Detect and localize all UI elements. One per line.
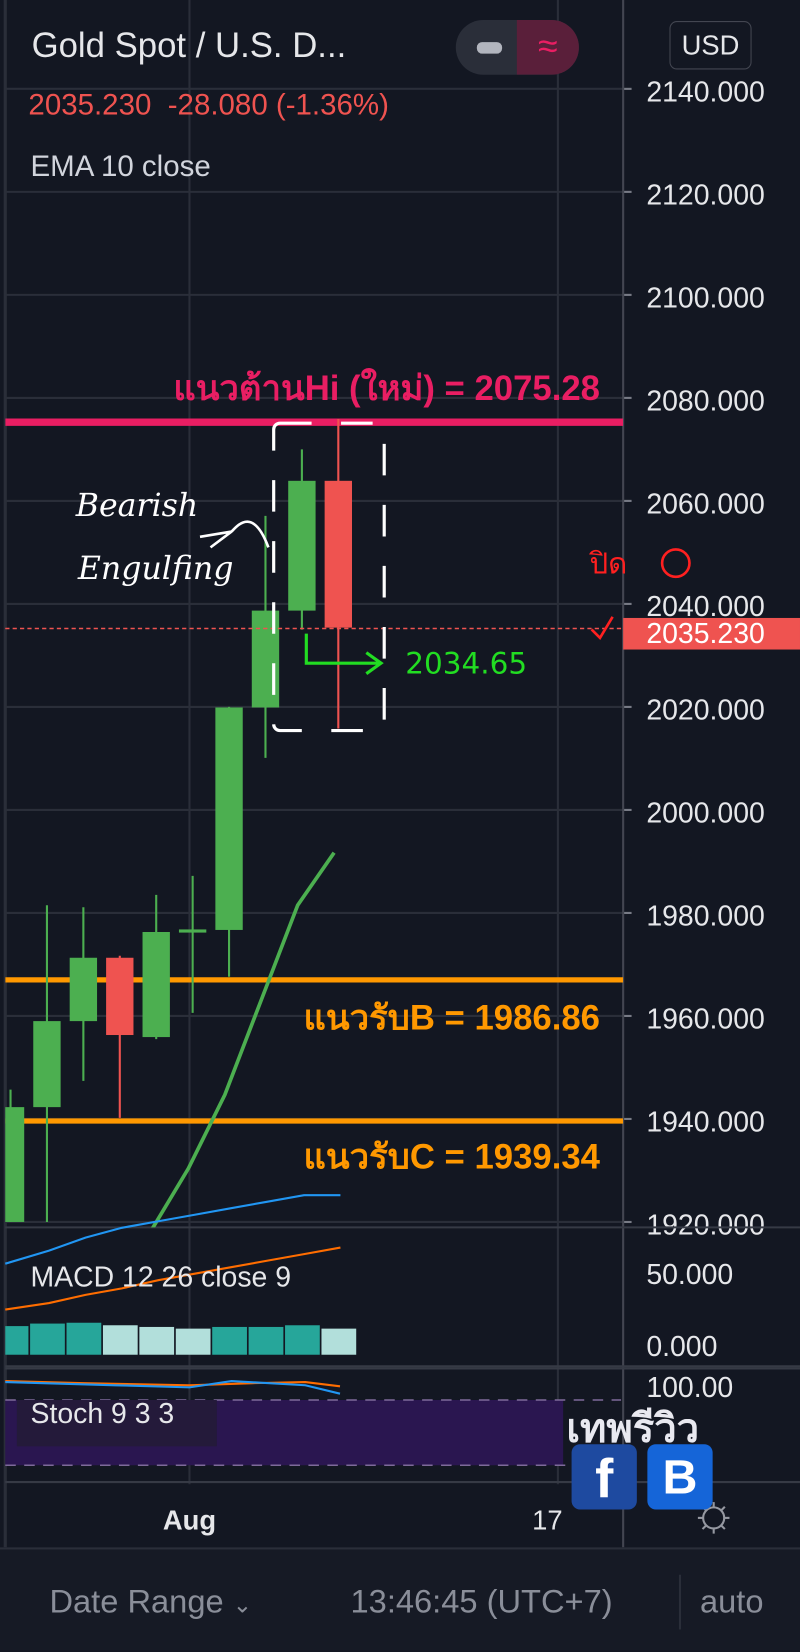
support-b-label: แนวรับB = 1986.86 [304, 999, 600, 1037]
annotation-bearish: Bearish [75, 488, 198, 524]
macd-histogram-bar [5, 1326, 29, 1355]
macd-histogram-bar [321, 1328, 357, 1355]
candles-group [5, 418, 624, 1228]
gear-icon-ring [702, 1506, 726, 1530]
current-price-badge [623, 617, 800, 650]
price-axis-label: 2140.000 [646, 76, 764, 108]
gear-icon-tooth [720, 1505, 726, 1512]
annotation-dashed-box [272, 421, 386, 733]
annotation-green-arrow [304, 633, 384, 675]
candle-bullish [69, 957, 98, 1022]
minus-icon[interactable] [476, 42, 503, 54]
annotation-arrow [199, 520, 270, 549]
stoch-d-line [5, 1379, 341, 1388]
date-range-button[interactable]: Date Range ⌄ [49, 1583, 253, 1620]
candle-bullish [215, 707, 243, 930]
ema-line [150, 851, 336, 1228]
macd-histogram-bar [175, 1328, 211, 1355]
price-axis-label: 2080.000 [646, 386, 764, 418]
price-axis-label: 2060.000 [646, 489, 764, 521]
macd-histogram-bar [212, 1326, 247, 1355]
chart-mode-toggle[interactable]: ≈ [455, 19, 579, 75]
bottom-bar: Date Range ⌄ 13:46:45 (UTC+7) auto [0, 1547, 800, 1651]
wave-approx-icon[interactable]: ≈ [516, 19, 579, 75]
price-axis-label: 2100.000 [646, 283, 764, 315]
facebook-icon: f [571, 1444, 637, 1510]
candle-bullish [178, 929, 207, 933]
stoch-legend: Stoch 9 3 3 [31, 1398, 175, 1430]
price-quote: 2035.230 -28.080 (-1.36%) [28, 88, 388, 122]
candle-bullish [33, 1021, 61, 1108]
macd-histogram-bar [102, 1325, 138, 1355]
annotation-level: 2034.65 [405, 647, 527, 681]
macd-histogram-bar [30, 1323, 65, 1355]
price-axis-label: 1940.000 [646, 1107, 764, 1139]
macd-signal-line [5, 1246, 341, 1311]
symbol-title[interactable]: Gold Spot / U.S. D... [31, 25, 347, 65]
annotation-engulfing: Engulfing [77, 551, 234, 587]
macd-histogram-bar [66, 1322, 102, 1355]
macd-axis-label: 50.000 [646, 1259, 733, 1291]
macd-axis-label: 0.000 [646, 1331, 717, 1363]
time-axis-label: Aug [163, 1504, 216, 1535]
macd-histogram-bar [139, 1326, 175, 1355]
support-c-label: แนวรับC = 1939.34 [304, 1138, 601, 1176]
blockdit-icon: B [647, 1444, 713, 1510]
candle-bearish [106, 957, 134, 1036]
gear-icon-tooth [720, 1524, 726, 1530]
price-axis-label: 2120.000 [646, 180, 764, 212]
price-axis-label: 2020.000 [646, 695, 764, 727]
time-axis-label: 17 [532, 1504, 562, 1535]
divider [678, 1574, 682, 1630]
gear-icon[interactable] [697, 1502, 730, 1534]
price-change: -28.080 (-1.36%) [167, 88, 389, 122]
candle-bullish [288, 480, 316, 611]
ema-legend[interactable]: EMA 10 close [30, 149, 211, 183]
macd-line [4, 1194, 341, 1265]
stoch-k-line [5, 1379, 341, 1395]
candle-bullish [5, 1107, 25, 1222]
price-axis-label: 1960.000 [646, 1004, 764, 1036]
check-icon [590, 616, 614, 641]
chevron-down-icon: ⌄ [232, 1591, 253, 1618]
candle-bullish [142, 932, 170, 1038]
price-axis-label: 1920.000 [646, 1210, 764, 1242]
stoch-legend-bg [16, 1399, 217, 1447]
macd-histogram-bar [285, 1325, 320, 1355]
auto-scale-button[interactable]: auto [699, 1583, 764, 1620]
resistance-label: แนวต้านHi (ใหม่) = 2075.28 [173, 367, 600, 408]
annotation-close-note: ปิด [588, 548, 627, 581]
gear-icon-tooth [701, 1524, 707, 1530]
stoch-axis-label: 100.00 [646, 1372, 733, 1404]
price-axis-label: 1980.000 [646, 901, 764, 933]
currency-button[interactable]: USD [669, 21, 752, 70]
candle-bearish [324, 480, 352, 628]
price-axis-label: 2040.000 [646, 591, 764, 623]
macd-histogram-bar [248, 1326, 284, 1355]
macd-legend: MACD 12 26 close 9 [31, 1261, 292, 1293]
current-price-label: 2035.230 [646, 618, 764, 650]
sad-face-icon [660, 548, 691, 579]
price-axis-label: 2000.000 [646, 798, 764, 830]
time-display[interactable]: 13:46:45 (UTC+7) [350, 1583, 613, 1620]
last-price: 2035.230 [28, 88, 152, 122]
price-chart[interactable]: 2140.000 2120.000 2100.000 2080.000 2060.000… [0, 0, 800, 1548]
